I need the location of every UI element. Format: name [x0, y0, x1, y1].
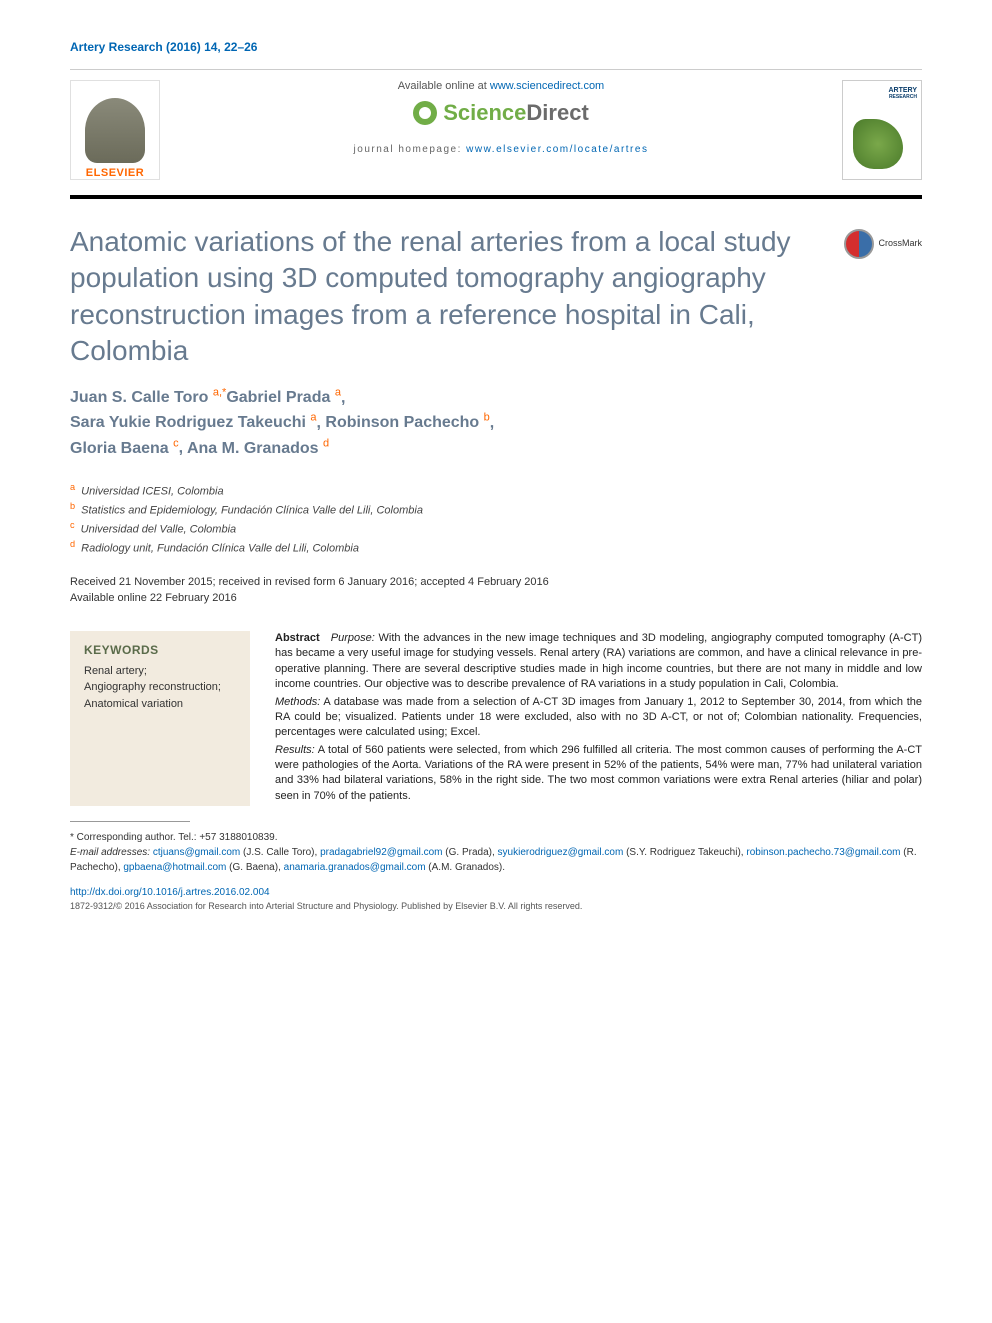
dates-received: Received 21 November 2015; received in r…: [70, 575, 922, 590]
author: Gloria Baena c: [70, 440, 179, 457]
available-online: Available online at www.sciencedirect.co…: [180, 80, 822, 92]
email-link[interactable]: pradagabriel92@gmail.com: [320, 847, 442, 858]
author-affil-sup: c: [173, 437, 179, 449]
affiliation: b Statistics and Epidemiology, Fundación…: [70, 500, 922, 519]
author: Sara Yukie Rodriguez Takeuchi a: [70, 414, 317, 431]
available-prefix: Available online at: [398, 80, 490, 92]
email-addresses: E-mail addresses: ctjuans@gmail.com (J.S…: [70, 845, 922, 875]
author-affil-sup: a: [310, 412, 316, 424]
author-affil-sup: b: [484, 412, 490, 424]
author-affil-sup: a,: [213, 387, 222, 399]
homepage-prefix: journal homepage:: [354, 144, 467, 155]
email-label: E-mail addresses:: [70, 847, 153, 858]
doi: http://dx.doi.org/10.1016/j.artres.2016.…: [70, 887, 922, 898]
citation: Artery Research (2016) 14, 22–26: [70, 40, 922, 54]
author: Robinson Pachecho b: [325, 414, 489, 431]
email-link[interactable]: robinson.pachecho.73@gmail.com: [746, 847, 900, 858]
sciencedirect-logo[interactable]: ScienceDirect: [413, 100, 589, 126]
crossmark-icon: [844, 229, 874, 259]
author-affil-sup: d: [323, 437, 329, 449]
email-link[interactable]: gpbaena@hotmail.com: [123, 862, 226, 873]
author: Juan S. Calle Toro a,*: [70, 389, 226, 406]
abstract-label: Abstract: [275, 632, 320, 644]
header-center: Available online at www.sciencedirect.co…: [160, 80, 842, 155]
elsevier-tree-icon: [85, 98, 145, 163]
doi-link[interactable]: http://dx.doi.org/10.1016/j.artres.2016.…: [70, 887, 270, 898]
affil-sup: a: [70, 482, 75, 492]
sciencedirect-link[interactable]: www.sciencedirect.com: [490, 80, 604, 92]
homepage-link[interactable]: www.elsevier.com/locate/artres: [466, 144, 648, 155]
sd-wordmark: ScienceDirect: [443, 100, 589, 126]
authors: Juan S. Calle Toro a,*Gabriel Prada a, S…: [70, 385, 922, 461]
keywords-title: KEYWORDS: [84, 643, 236, 657]
email-link[interactable]: syukierodriguez@gmail.com: [498, 847, 624, 858]
elsevier-logo[interactable]: ELSEVIER: [70, 80, 160, 180]
author-affil-sup: a: [335, 387, 341, 399]
corresponding-author: * Corresponding author. Tel.: +57 318801…: [70, 830, 922, 875]
affiliation: a Universidad ICESI, Colombia: [70, 481, 922, 500]
journal-header: ELSEVIER Available online at www.science…: [70, 69, 922, 199]
dates-online: Available online 22 February 2016: [70, 591, 922, 606]
cover-image-icon: [853, 119, 903, 169]
keywords-box: KEYWORDS Renal artery; Angiography recon…: [70, 631, 250, 806]
author: Ana M. Granados d: [187, 440, 329, 457]
email-link[interactable]: ctjuans@gmail.com: [153, 847, 240, 858]
cover-title: ARTERY RESEARCH: [888, 87, 917, 100]
email-link[interactable]: anamaria.granados@gmail.com: [284, 862, 426, 873]
abstract: Abstract Purpose: With the advances in t…: [275, 631, 922, 806]
affiliation: c Universidad del Valle, Colombia: [70, 519, 922, 538]
elsevier-text: ELSEVIER: [86, 167, 144, 179]
results-text: A total of 560 patients were selected, f…: [275, 744, 922, 802]
affil-sup: c: [70, 520, 75, 530]
copyright: 1872-9312/© 2016 Association for Researc…: [70, 901, 922, 911]
crossmark-label: CrossMark: [878, 238, 922, 250]
footer-separator: [70, 821, 190, 822]
methods-label: Methods:: [275, 696, 320, 708]
abstract-row: KEYWORDS Renal artery; Angiography recon…: [70, 631, 922, 806]
title-text: Anatomic variations of the renal arterie…: [70, 226, 791, 366]
keywords-list: Renal artery; Angiography reconstruction…: [84, 663, 236, 713]
purpose-label: Purpose:: [331, 632, 375, 644]
methods-text: A database was made from a selection of …: [275, 696, 922, 739]
results-label: Results:: [275, 744, 315, 756]
affiliations: a Universidad ICESI, Colombiab Statistic…: [70, 481, 922, 558]
author: Gabriel Prada a: [226, 389, 341, 406]
crossmark-badge[interactable]: CrossMark: [844, 229, 922, 259]
journal-homepage: journal homepage: www.elsevier.com/locat…: [180, 144, 822, 155]
sd-dot-icon: [413, 101, 437, 125]
journal-cover[interactable]: ARTERY RESEARCH: [842, 80, 922, 180]
affil-sup: d: [70, 539, 75, 549]
article-dates: Received 21 November 2015; received in r…: [70, 575, 922, 606]
article-title: Anatomic variations of the renal arterie…: [70, 224, 922, 370]
corresponding-line: * Corresponding author. Tel.: +57 318801…: [70, 830, 922, 845]
affil-sup: b: [70, 501, 75, 511]
affiliation: d Radiology unit, Fundación Clínica Vall…: [70, 538, 922, 557]
